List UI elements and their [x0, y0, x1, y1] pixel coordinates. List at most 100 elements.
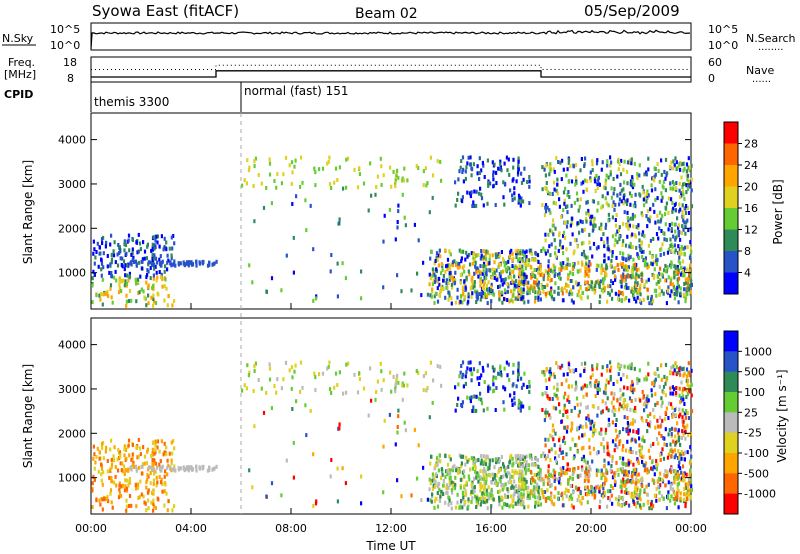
power-cell: [621, 264, 624, 269]
velocity-cell: [511, 398, 514, 403]
power-cell: [138, 290, 141, 295]
power-cell: [440, 271, 443, 276]
power-cell: [625, 264, 628, 269]
velocity-cell: [483, 484, 486, 489]
power-cell: [428, 282, 431, 287]
power-cell: [129, 261, 132, 266]
power-cell: [464, 294, 467, 299]
velocity-cell: [627, 470, 630, 475]
velocity-cell: [500, 495, 504, 500]
power-cell: [580, 296, 583, 301]
velocity-cell: [685, 425, 688, 430]
velocity-cell: [618, 442, 621, 447]
power-cell: [600, 205, 603, 210]
velocity-cell: [598, 486, 601, 491]
velocity-cell: [488, 458, 491, 463]
velocity-cell: [459, 477, 462, 482]
cpid-segment-1: themis 3300: [94, 95, 169, 109]
velocity-cell: [592, 424, 595, 429]
power-cell: [573, 200, 576, 205]
power-cell: [662, 251, 666, 256]
power-cell: [125, 273, 129, 278]
velocity-cell: [656, 462, 659, 467]
power-cell: [327, 159, 330, 164]
power-cell: [626, 169, 629, 174]
velocity-cell: [137, 437, 140, 442]
power-cell: [517, 279, 521, 284]
power-cell: [512, 269, 515, 274]
velocity-cell: [587, 417, 591, 422]
velocity-cell: [556, 382, 559, 387]
velocity-cell: [686, 378, 690, 383]
power-cell: [625, 224, 628, 229]
velocity-cell: [560, 382, 563, 387]
velocity-cell: [603, 458, 606, 463]
velocity-cell: [546, 475, 549, 480]
colorbar-swatch: [724, 143, 738, 166]
power-cell: [595, 263, 598, 268]
power-cell: [498, 272, 501, 276]
power-cell: [684, 296, 687, 301]
power-cell: [542, 290, 545, 294]
velocity-cell: [156, 496, 159, 501]
power-cell: [539, 297, 542, 302]
power-cell: [580, 252, 584, 257]
power-cell: [541, 203, 544, 207]
velocity-cell: [639, 488, 642, 493]
power-cell: [462, 249, 465, 254]
velocity-cell: [498, 477, 501, 481]
freq-tick-bottom: 8: [67, 72, 74, 85]
power-cell: [664, 222, 667, 227]
power-cell: [543, 213, 546, 218]
velocity-cell: [396, 478, 399, 483]
velocity-cell: [614, 423, 617, 427]
power-cell: [152, 262, 156, 267]
power-cell: [646, 209, 649, 213]
velocity-cell: [106, 494, 109, 499]
velocity-cell: [677, 428, 680, 433]
velocity-cell: [128, 476, 131, 481]
velocity-cell: [609, 489, 612, 494]
power-cell: [535, 252, 538, 257]
velocity-cell: [461, 497, 465, 502]
power-cell: [534, 280, 537, 285]
power-cell: [477, 253, 480, 257]
velocity-cell: [664, 393, 667, 398]
velocity-cell: [462, 454, 465, 459]
velocity-cell: [439, 459, 442, 464]
velocity-cell: [626, 386, 629, 391]
power-cell: [603, 288, 606, 293]
power-cell: [478, 191, 481, 196]
velocity-cell: [472, 367, 475, 372]
velocity-cell: [437, 458, 440, 463]
power-cell: [145, 256, 148, 261]
power-cell: [655, 281, 658, 286]
power-cell: [660, 172, 663, 177]
velocity-cell: [646, 470, 649, 475]
velocity-cell: [679, 496, 682, 501]
velocity-cell: [584, 460, 587, 465]
velocity-cell: [110, 438, 113, 443]
colorbar-swatch: [724, 251, 738, 273]
power-cell: [450, 296, 453, 301]
velocity-cell: [635, 504, 638, 509]
velocity-cell: [447, 468, 450, 473]
power-cell: [631, 177, 634, 182]
velocity-cell: [616, 445, 619, 450]
power-cell: [92, 269, 95, 274]
velocity-cell: [518, 486, 521, 491]
power-cell: [439, 254, 442, 259]
velocity-cell: [662, 436, 665, 440]
velocity-cell: [610, 463, 613, 468]
power-cell: [611, 253, 614, 258]
velocity-cell: [104, 449, 107, 454]
power-cell: [528, 290, 531, 295]
nave-label: Nave: [746, 64, 774, 77]
velocity-cell: [616, 434, 619, 439]
velocity-cell: [513, 492, 516, 497]
power-cell: [314, 296, 318, 301]
velocity-cell: [143, 500, 146, 505]
velocity-cell: [128, 453, 131, 458]
power-cell: [679, 261, 682, 266]
power-cell: [563, 266, 566, 271]
